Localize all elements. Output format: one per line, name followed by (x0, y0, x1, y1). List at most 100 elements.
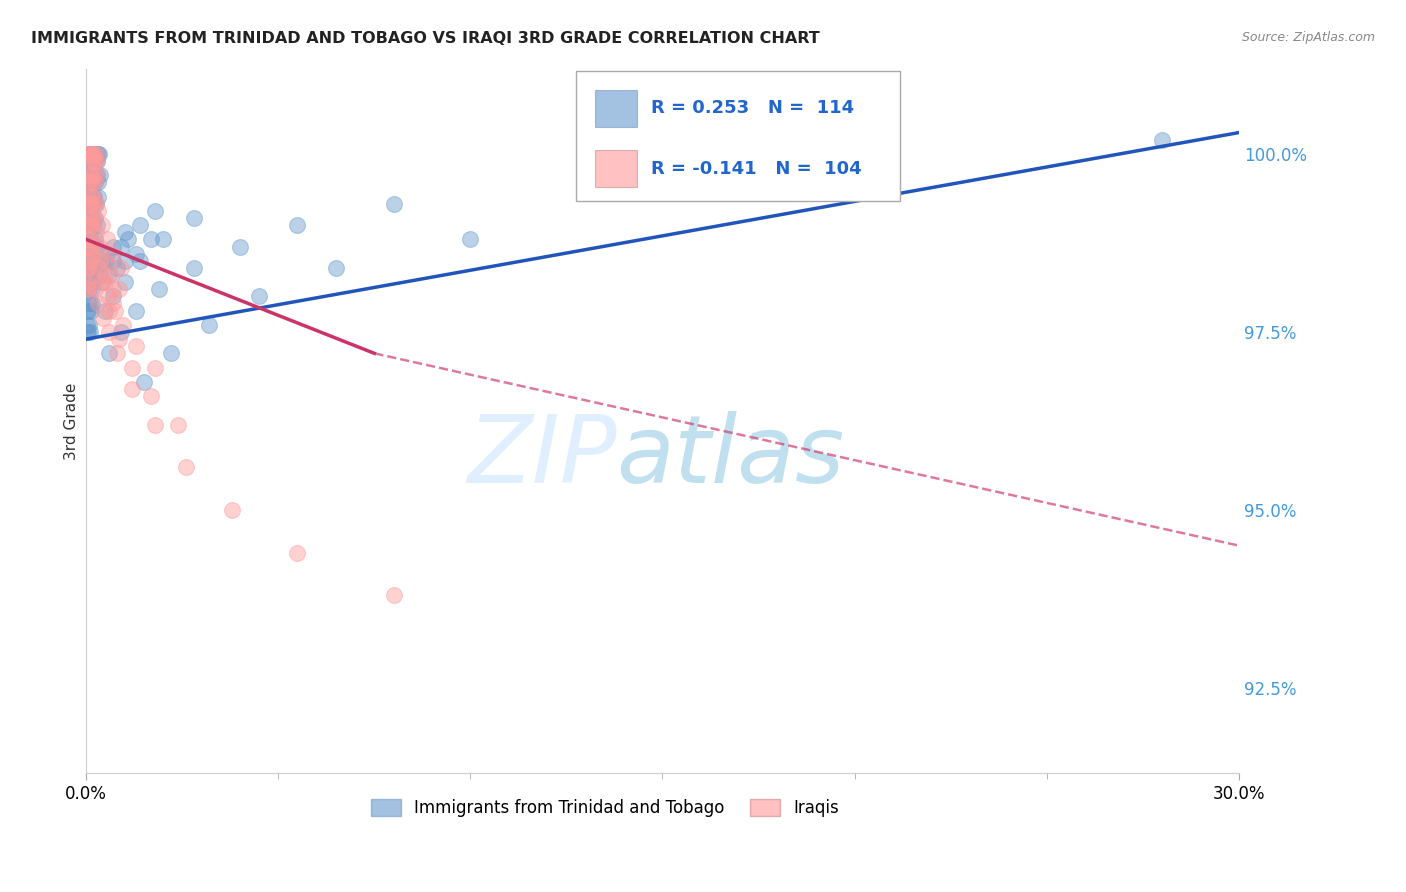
Point (84, 196, 107, 211)
Text: Source: ZipAtlas.com: Source: ZipAtlas.com (1241, 31, 1375, 45)
Point (82, 218, 104, 232)
Point (80, 189, 103, 203)
Point (77, 232, 100, 246)
Point (82, 176, 104, 190)
Point (96, 246, 118, 260)
Point (83, 282, 105, 296)
Point (83, 169, 105, 183)
Point (76, 282, 98, 296)
Point (77, 211, 100, 225)
Point (86, 189, 108, 203)
Point (79, 253, 101, 268)
Point (77, 176, 100, 190)
Point (77, 318, 100, 332)
Point (79, 218, 101, 232)
Point (83, 189, 105, 203)
Point (77, 147, 100, 161)
Point (114, 275, 136, 289)
Point (77, 282, 100, 296)
Point (79, 147, 101, 161)
Point (86, 169, 108, 183)
Point (98, 325, 121, 339)
Point (79, 196, 101, 211)
Point (125, 303, 148, 318)
Point (76, 296, 98, 310)
Point (152, 232, 174, 246)
Point (141, 232, 163, 246)
Point (143, 360, 166, 375)
Point (80, 239, 103, 253)
Point (94, 303, 117, 318)
Text: atlas: atlas (616, 410, 845, 501)
Point (101, 246, 124, 260)
Point (83, 169, 105, 183)
Point (79, 176, 101, 190)
Point (87, 296, 110, 310)
Point (90, 253, 112, 268)
Point (83, 189, 105, 203)
Point (76, 239, 98, 253)
Point (94, 275, 117, 289)
Point (198, 318, 221, 332)
Point (77, 260, 100, 275)
Point (143, 203, 166, 218)
Point (77, 147, 100, 161)
Point (77, 189, 100, 203)
Point (382, 589, 405, 603)
Point (79, 296, 101, 310)
Point (101, 239, 124, 253)
Point (76, 318, 98, 332)
Point (83, 147, 105, 161)
Point (86, 203, 108, 218)
Point (105, 346, 128, 360)
Point (84, 225, 107, 239)
Point (108, 282, 131, 296)
Point (80, 268, 103, 282)
Point (117, 232, 139, 246)
Point (89, 169, 111, 183)
Point (84, 176, 107, 190)
Point (125, 339, 148, 353)
Point (159, 346, 181, 360)
Point (89, 253, 111, 268)
Point (98, 303, 121, 318)
Point (89, 239, 111, 253)
Point (94, 268, 117, 282)
Point (86, 169, 108, 183)
Point (77, 169, 100, 183)
Legend: Immigrants from Trinidad and Tobago, Iraqis: Immigrants from Trinidad and Tobago, Ira… (363, 790, 846, 825)
Point (104, 303, 127, 318)
Point (132, 375, 155, 389)
Point (221, 503, 243, 517)
Point (110, 260, 132, 275)
Point (89, 268, 111, 282)
Point (125, 246, 148, 260)
Point (80, 147, 103, 161)
Point (80, 154, 103, 169)
Point (82, 296, 104, 310)
Point (77, 154, 100, 169)
Point (100, 268, 122, 282)
Point (76, 218, 98, 232)
Point (82, 176, 104, 190)
Point (183, 211, 205, 225)
Point (84, 196, 107, 211)
Text: ZIP: ZIP (467, 410, 616, 501)
Point (79, 253, 101, 268)
Point (79, 218, 101, 232)
Point (174, 460, 197, 475)
Point (83, 154, 105, 169)
Point (77, 239, 100, 253)
Point (110, 325, 132, 339)
Point (79, 147, 101, 161)
Point (86, 218, 108, 232)
Point (82, 275, 104, 289)
Point (76, 282, 98, 296)
Point (77, 303, 100, 318)
Point (183, 260, 205, 275)
Point (86, 154, 108, 169)
Point (76, 196, 98, 211)
Point (76, 260, 98, 275)
Point (114, 225, 136, 239)
Point (105, 260, 128, 275)
